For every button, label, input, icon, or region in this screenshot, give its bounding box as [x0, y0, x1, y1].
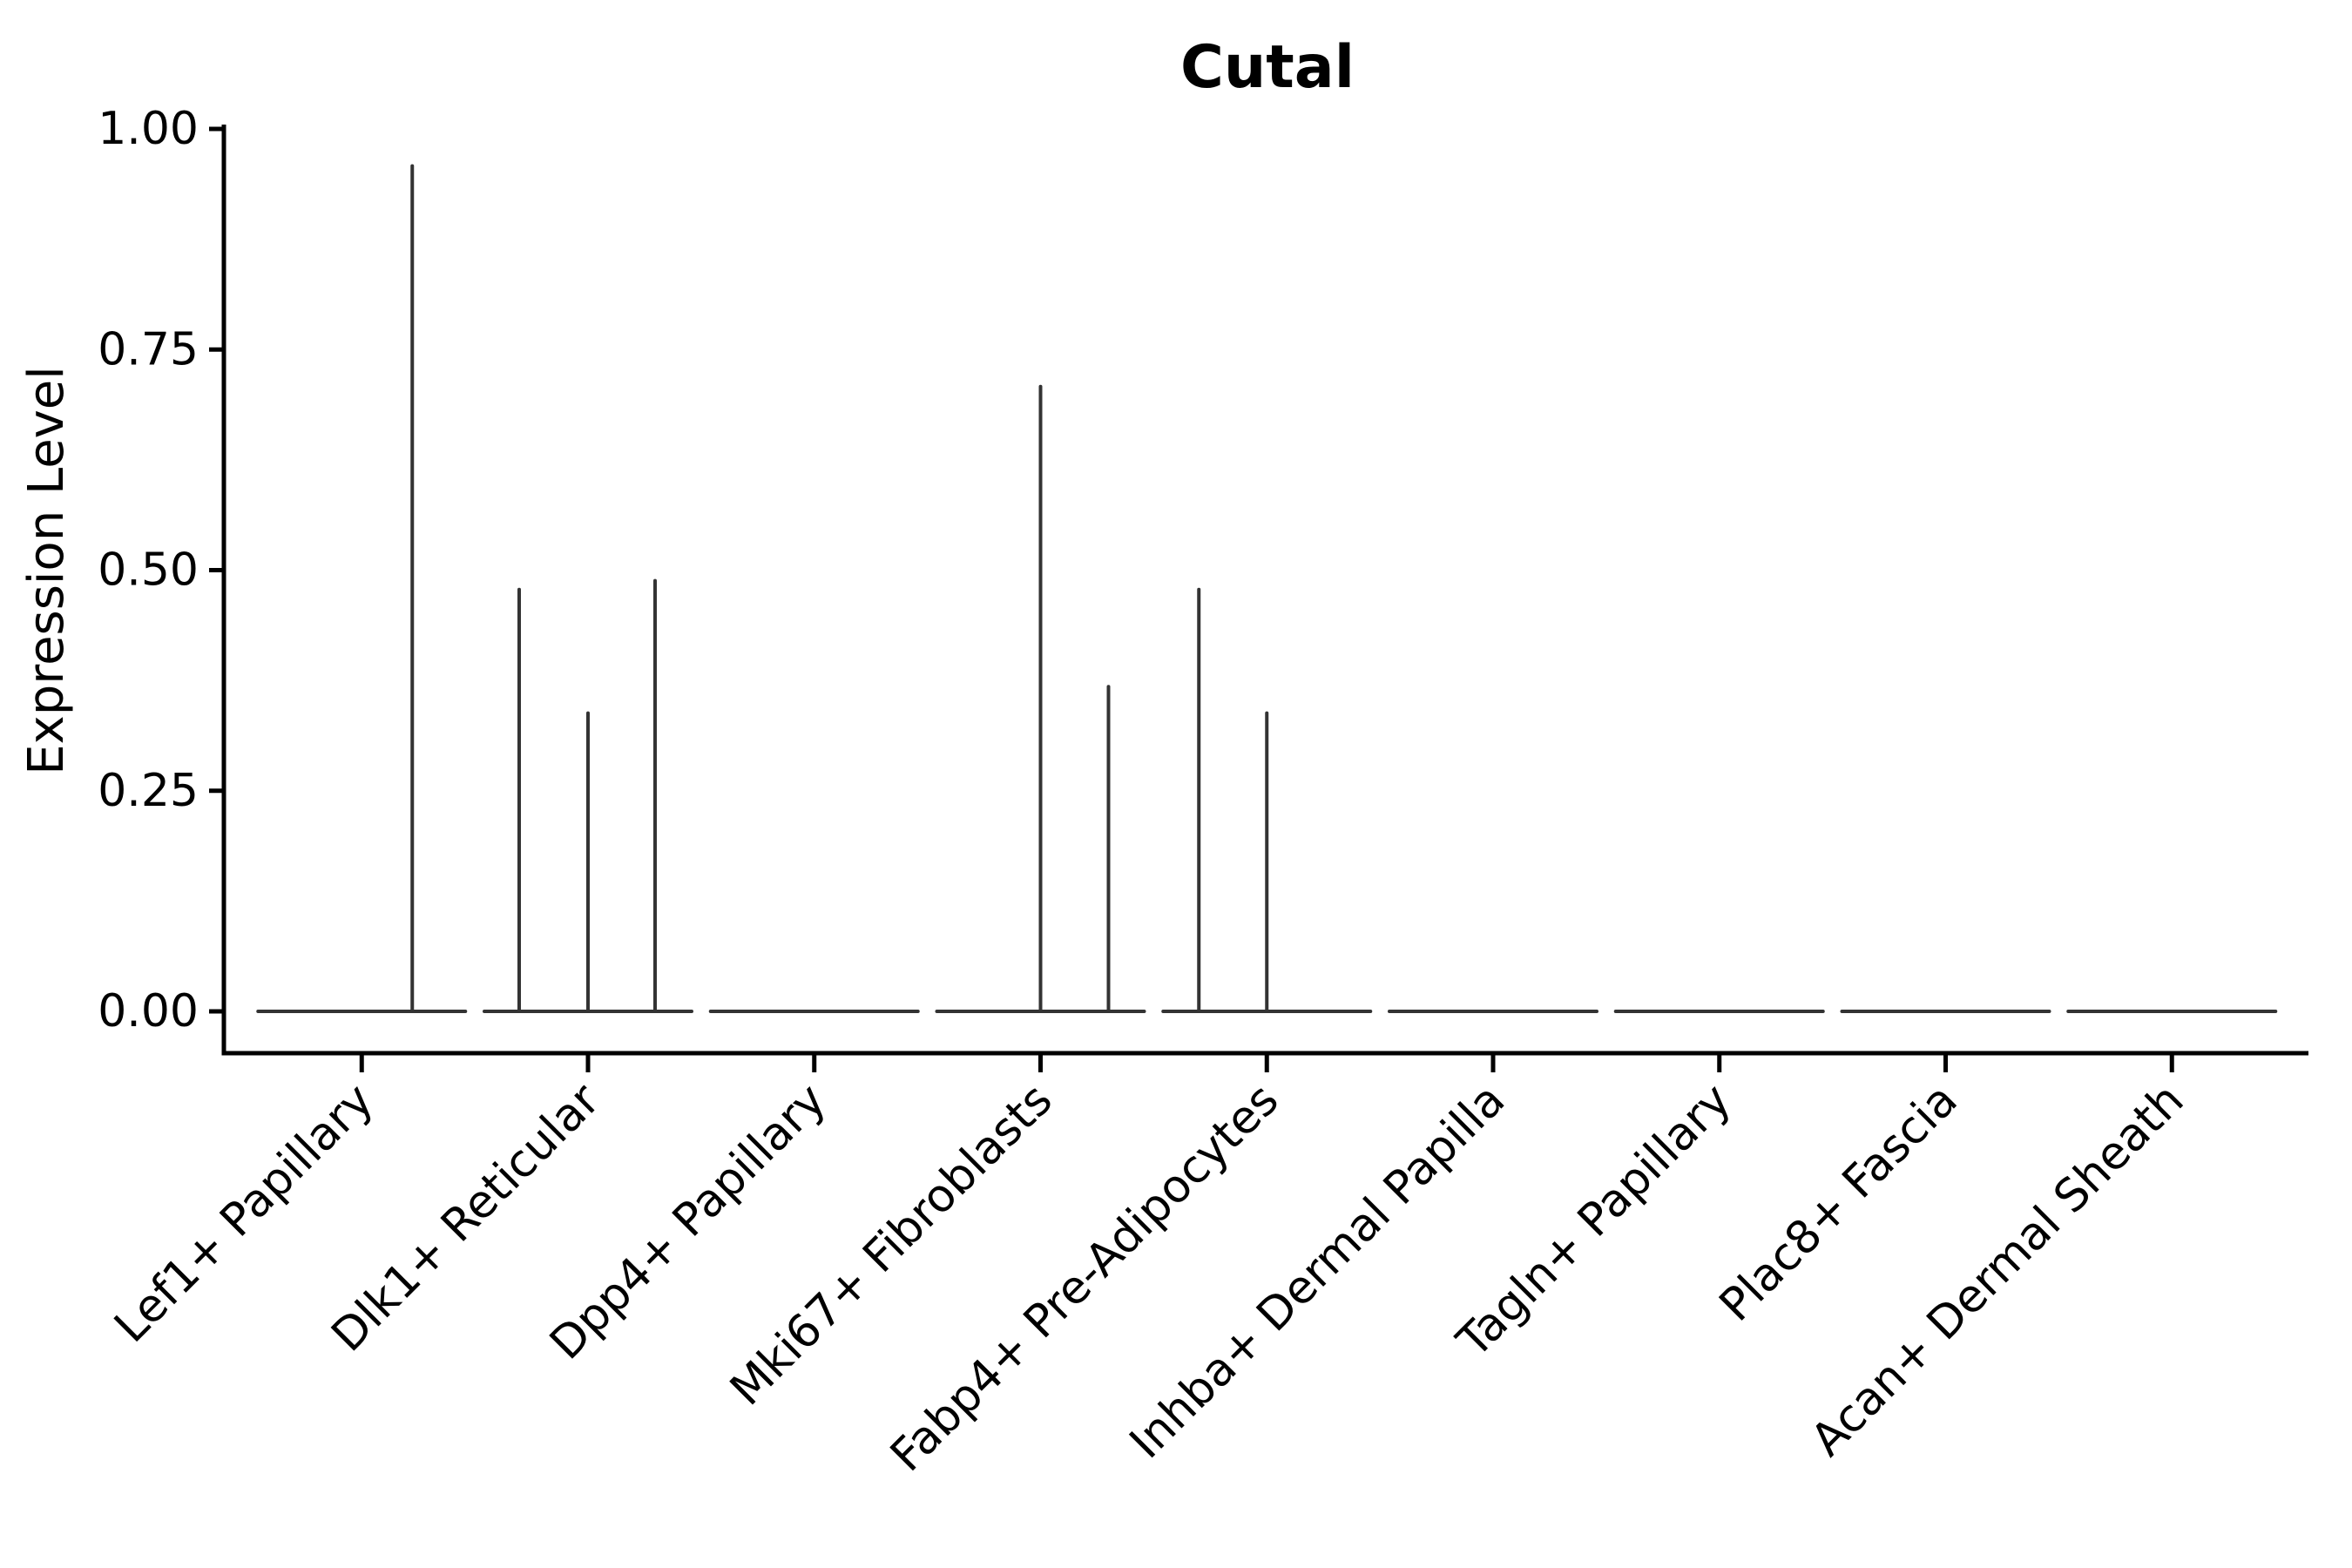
- y-tick-label: 0.00: [98, 985, 199, 1037]
- x-tick-label: Plac8+ Fascia: [1710, 1074, 1968, 1332]
- violins: [256, 164, 2278, 1013]
- violin-4: [935, 384, 1146, 1013]
- y-tick-label: 0.25: [98, 765, 199, 817]
- y-tick-label: 0.50: [98, 544, 199, 597]
- violin-5: [1161, 587, 1373, 1013]
- chart-title: Cutal: [1180, 33, 1355, 102]
- y-tick-label: 1.00: [98, 103, 199, 155]
- y-tick-label: 0.75: [98, 323, 199, 375]
- x-tick-label: Acan+ Dermal Sheath: [1801, 1074, 2194, 1467]
- violin-2: [483, 578, 693, 1013]
- violin-1: [256, 164, 468, 1013]
- y-axis-label: Expression Level: [18, 366, 75, 775]
- x-tick-label: Inhba+ Dermal Papilla: [1120, 1074, 1515, 1469]
- x-tick-label: Fabp4+ Pre-Adipocytes: [881, 1074, 1288, 1482]
